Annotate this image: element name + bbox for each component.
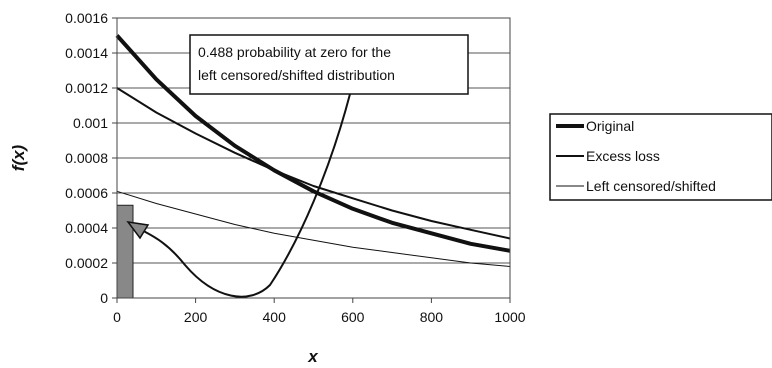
legend: Original Excess loss Left censored/shift… <box>549 113 772 201</box>
y-tick-label: 0.0012 <box>65 80 108 96</box>
y-tick-label: 0.001 <box>73 115 108 131</box>
y-axis: 0 0.0002 0.0004 0.0006 0.0008 0.001 0.0012 0.00… <box>65 10 117 306</box>
y-tick-label: 0.0014 <box>65 45 108 61</box>
annotation-line-2: left censored/shifted distribution <box>198 67 395 83</box>
x-tick-label: 400 <box>263 309 287 325</box>
legend-box <box>549 113 772 201</box>
series-line-original <box>115 34 511 253</box>
y-tick-label: 0 <box>100 290 108 306</box>
annotation-callout: 0.488 probability at zero for the left c… <box>126 34 469 298</box>
y-tick-label: 0.0016 <box>65 10 108 26</box>
x-axis: 0 200 400 600 800 1000 <box>113 298 526 325</box>
x-tick-label: 1000 <box>494 309 525 325</box>
series-line-excess-loss <box>116 87 511 240</box>
y-tick-label: 0.0004 <box>65 220 108 236</box>
series-line-left-censored <box>116 190 511 267</box>
y-tick-label: 0.0006 <box>65 185 108 201</box>
annotation-line-1: 0.488 probability at zero for the <box>198 44 391 60</box>
legend-label-excess-loss: Excess loss <box>586 148 660 164</box>
annotation-arrow-head <box>126 220 150 240</box>
point-mass-bar <box>116 204 134 299</box>
annotation-curve-arrow <box>137 93 351 298</box>
x-axis-title: x <box>307 347 319 366</box>
y-axis-title: f(x) <box>9 144 28 171</box>
x-tick-label: 0 <box>113 309 121 325</box>
x-tick-label: 800 <box>420 309 444 325</box>
legend-label-original: Original <box>586 118 634 134</box>
x-tick-label: 600 <box>341 309 365 325</box>
series-layer <box>115 34 511 299</box>
annotation-box <box>189 34 469 95</box>
x-tick-label: 200 <box>184 309 208 325</box>
y-tick-label: 0.0008 <box>65 150 108 166</box>
y-tick-label: 0.0002 <box>65 255 108 271</box>
legend-label-left-censored: Left censored/shifted <box>586 178 716 194</box>
